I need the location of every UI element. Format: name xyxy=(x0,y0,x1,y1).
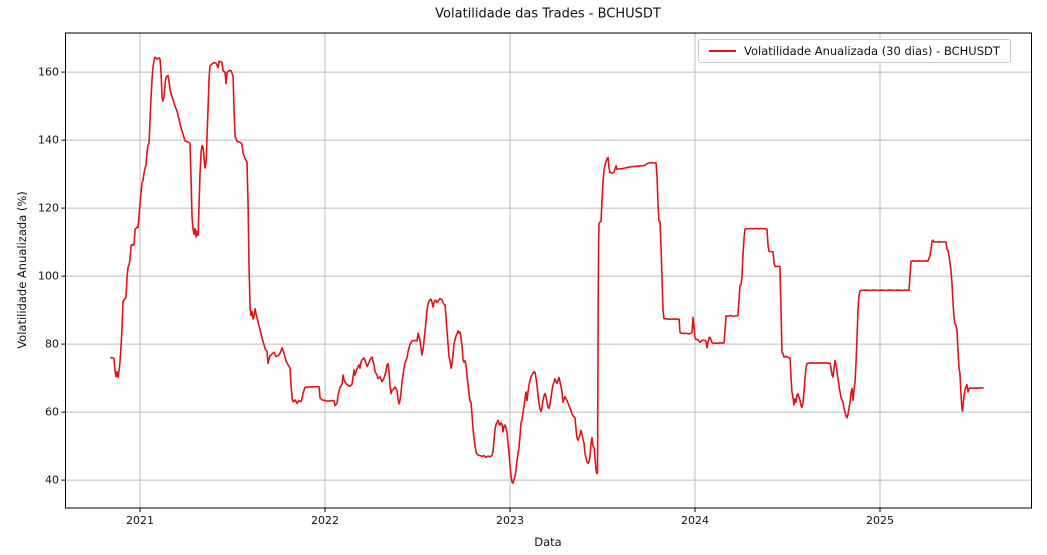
x-tick-label: 2022 xyxy=(311,514,340,527)
x-tick-label: 2023 xyxy=(496,514,525,527)
chart-title: Volatilidade das Trades - BCHUSDT xyxy=(435,6,661,22)
y-tick-label: 160 xyxy=(38,65,59,79)
x-tick-label: 2021 xyxy=(126,514,155,527)
y-tick-label: 40 xyxy=(45,473,59,487)
legend: Volatilidade Anualizada (30 dias) - BCHU… xyxy=(698,39,1011,63)
y-tick-label: 140 xyxy=(38,133,59,147)
y-axis-title: Volatilidade Anualizada (%) xyxy=(15,191,29,349)
plot-border xyxy=(65,32,1032,509)
legend-label: Volatilidade Anualizada (30 dias) - BCHU… xyxy=(744,44,1000,58)
x-axis-title: Data xyxy=(534,535,562,549)
y-tick-label: 120 xyxy=(38,201,59,215)
y-tick-label: 80 xyxy=(45,337,59,351)
x-tick-label: 2025 xyxy=(865,514,894,527)
y-tick-label: 100 xyxy=(38,269,59,283)
y-tick-label: 60 xyxy=(45,405,59,419)
legend-line-swatch xyxy=(709,50,736,52)
x-tick-label: 2024 xyxy=(681,514,709,527)
volatility-line xyxy=(110,56,984,484)
